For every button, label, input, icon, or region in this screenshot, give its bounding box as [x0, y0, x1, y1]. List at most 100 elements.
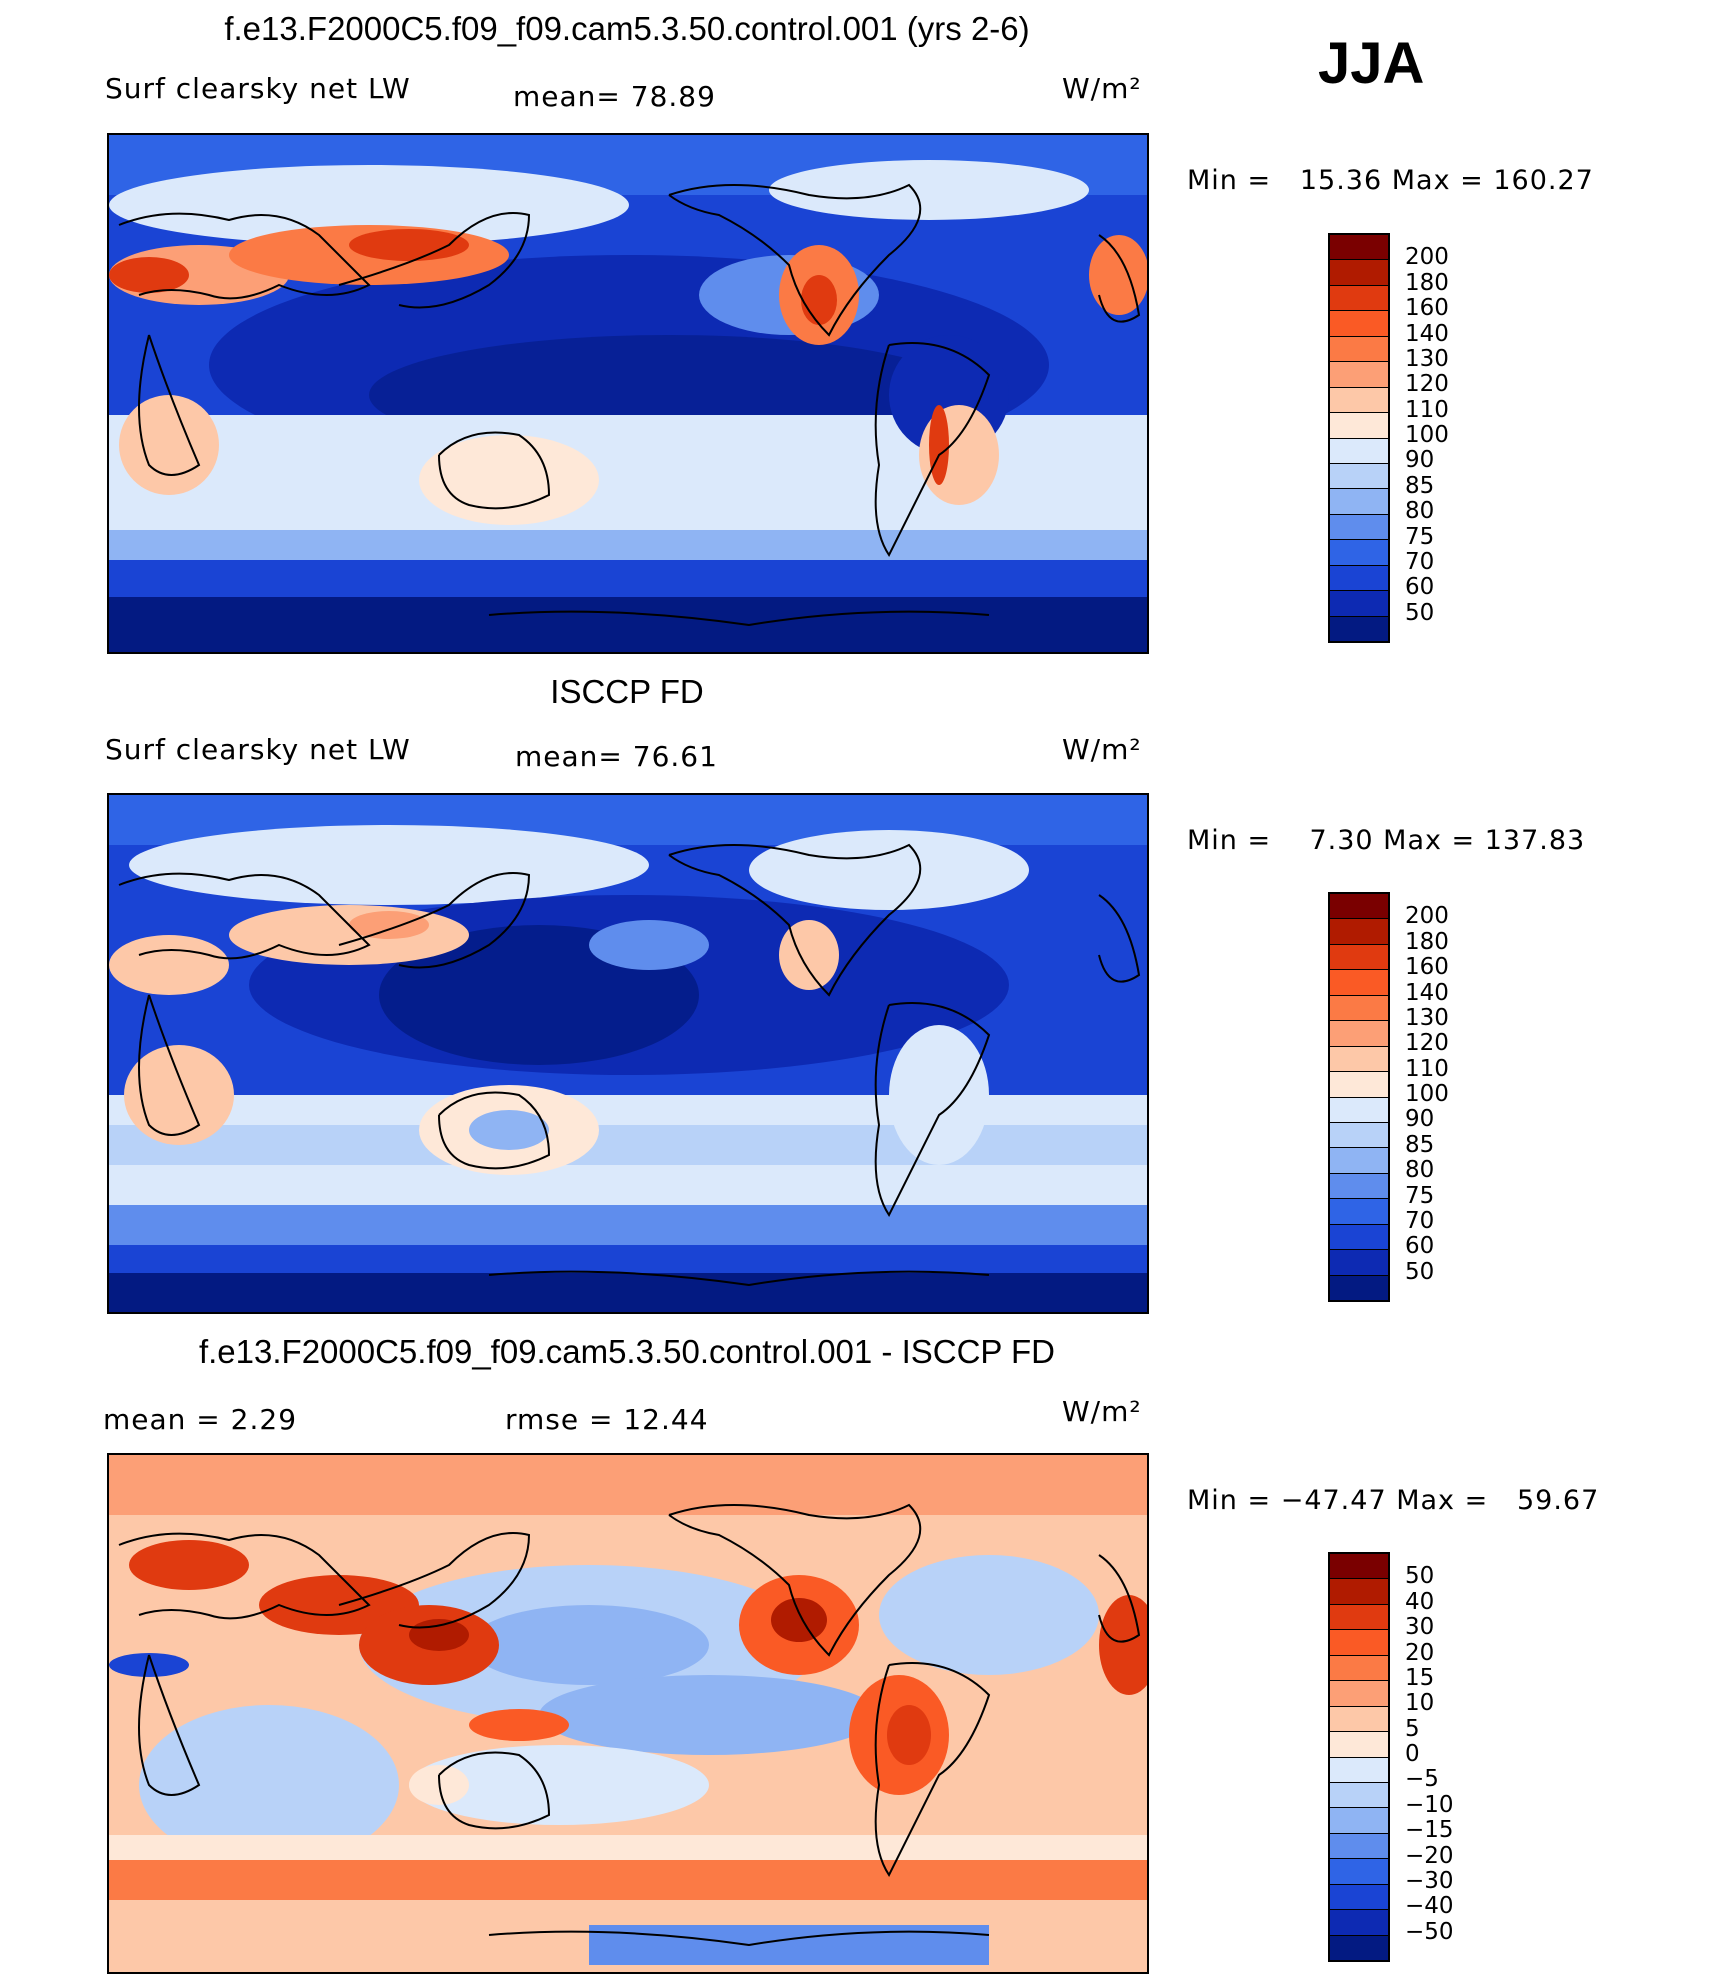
colorbar-tick-label: 75: [1405, 1182, 1435, 1209]
colorbar-swatch: [1330, 362, 1388, 388]
colorbar-tick-label: 160: [1405, 295, 1449, 322]
season-label: JJA: [1318, 31, 1425, 96]
colorbar-tick-label: 90: [1405, 1106, 1435, 1133]
colorbar-tick-label: 120: [1405, 1030, 1449, 1057]
colorbar-tick-label: −10: [1405, 1791, 1454, 1818]
colorbar-tick-label: 40: [1405, 1588, 1435, 1615]
colorbar-swatch: [1330, 1199, 1388, 1225]
colorbar-tick-label: 130: [1405, 345, 1449, 372]
colorbar-tick-label: 30: [1405, 1614, 1435, 1641]
colorbar-swatch: [1330, 1706, 1388, 1733]
colorbar-swatch: [1330, 285, 1388, 312]
colorbar-ticks-diff: 50 40 30 20 15 10 5 0 −5 −10 −15 −20 −30 −40 −50: [1405, 1552, 1485, 1958]
colorbar-swatch: [1330, 514, 1388, 541]
colorbar-swatch: [1330, 235, 1388, 261]
colorbar-swatch: [1330, 1021, 1388, 1047]
variable-label: Surf clearsky net LW: [105, 733, 411, 766]
colorbar-model: [1328, 233, 1390, 643]
panel-title: f.e13.F2000C5.f09_f09.cam5.3.50.control.…: [224, 10, 1030, 47]
colorbar-swatch: [1330, 1655, 1388, 1682]
colorbar-tick-label: 100: [1405, 1081, 1449, 1107]
colorbar-swatch: [1330, 438, 1388, 464]
colorbar-tick-label: −30: [1405, 1867, 1454, 1894]
colorbar-tick-label: 200: [1405, 903, 1449, 930]
min-max-label: Min = 15.36 Max = 160.27: [1187, 165, 1594, 196]
colorbar-tick-label: 120: [1405, 371, 1449, 398]
colorbar-swatch: [1330, 1910, 1388, 1936]
mean-label: mean= 78.89: [513, 80, 716, 113]
colorbar-tick-label: 180: [1405, 928, 1449, 955]
colorbar-swatch: [1330, 540, 1388, 566]
colorbar-obs: [1328, 892, 1390, 1302]
units-label: W/m²: [1062, 1395, 1142, 1428]
colorbar-swatch: [1330, 1782, 1388, 1809]
colorbar-swatch: [1330, 970, 1388, 996]
colorbar-swatch: [1330, 1554, 1388, 1580]
colorbar-swatch: [1330, 944, 1388, 971]
panel-title: ISCCP FD: [550, 673, 704, 710]
colorbar-swatch: [1330, 1148, 1388, 1174]
colorbar-swatch: [1330, 311, 1388, 337]
colorbar-swatch: [1330, 1859, 1388, 1885]
mean-label: mean= 76.61: [515, 740, 718, 773]
colorbar-tick-label: 200: [1405, 244, 1449, 271]
colorbar-swatch: [1330, 1681, 1388, 1707]
colorbar-tick-label: 10: [1405, 1690, 1435, 1717]
map-field-obs: [109, 795, 1147, 1312]
mean-label: mean = 2.29: [103, 1403, 298, 1436]
colorbar-diff: [1328, 1552, 1390, 1962]
colorbar-swatch: [1330, 413, 1388, 439]
colorbar-tick-label: 70: [1405, 548, 1435, 575]
colorbar-swatch: [1330, 463, 1388, 490]
colorbar-swatch: [1330, 1732, 1388, 1758]
colorbar-swatch: [1330, 1604, 1388, 1631]
colorbar-tick-label: 20: [1405, 1639, 1435, 1666]
colorbar-swatch: [1330, 894, 1388, 920]
colorbar-swatch: [1330, 919, 1388, 945]
colorbar-tick-label: 15: [1405, 1664, 1435, 1691]
colorbar-swatch: [1330, 616, 1388, 641]
colorbar-tick-label: 180: [1405, 269, 1449, 296]
colorbar-tick-label: 80: [1405, 498, 1435, 525]
colorbar-swatch: [1330, 1808, 1388, 1834]
colorbar-swatch: [1330, 1579, 1388, 1605]
colorbar-tick-label: 140: [1405, 320, 1449, 347]
colorbar-tick-label: 0: [1405, 1741, 1420, 1767]
colorbar-swatch: [1330, 1250, 1388, 1276]
colorbar-swatch: [1330, 1122, 1388, 1149]
colorbar-tick-label: 160: [1405, 954, 1449, 981]
colorbar-tick-label: 100: [1405, 422, 1449, 448]
colorbar-swatch: [1330, 387, 1388, 414]
colorbar-swatch: [1330, 336, 1388, 363]
colorbar-tick-label: 130: [1405, 1004, 1449, 1031]
colorbar-tick-label: −20: [1405, 1842, 1454, 1869]
colorbar-tick-label: 75: [1405, 523, 1435, 550]
colorbar-swatch: [1330, 1046, 1388, 1073]
colorbar-swatch: [1330, 1275, 1388, 1300]
colorbar-ticks-obs: 200 180 160 140 130 120 110 100 90 85 80 75 70 60 50: [1405, 892, 1485, 1298]
panel-title: f.e13.F2000C5.f09_f09.cam5.3.50.control.…: [198, 1333, 1056, 1370]
colorbar-swatch: [1330, 1630, 1388, 1656]
variable-label: Surf clearsky net LW: [105, 72, 411, 105]
colorbar-tick-label: 110: [1405, 396, 1449, 423]
colorbar-tick-label: −50: [1405, 1918, 1454, 1945]
colorbar-tick-label: 85: [1405, 1131, 1435, 1158]
colorbar-tick-label: 5: [1405, 1715, 1420, 1742]
colorbar-tick-label: 50: [1405, 599, 1435, 626]
colorbar-swatch: [1330, 1173, 1388, 1200]
rmse-label: rmse = 12.44: [505, 1403, 709, 1436]
colorbar-tick-label: 60: [1405, 1233, 1435, 1260]
colorbar-tick-label: 85: [1405, 472, 1435, 499]
colorbar-tick-label: 110: [1405, 1055, 1449, 1082]
units-label: W/m²: [1062, 733, 1142, 766]
colorbar-swatch: [1330, 1072, 1388, 1098]
colorbar-swatch: [1330, 1757, 1388, 1783]
colorbar-tick-label: 80: [1405, 1157, 1435, 1184]
colorbar-swatch: [1330, 995, 1388, 1022]
map-field-diff: [109, 1455, 1147, 1972]
map-diff: [107, 1453, 1149, 1974]
colorbar-tick-label: 70: [1405, 1207, 1435, 1234]
colorbar-tick-label: 140: [1405, 979, 1449, 1006]
colorbar-swatch: [1330, 1935, 1388, 1960]
colorbar-tick-label: −40: [1405, 1893, 1454, 1920]
